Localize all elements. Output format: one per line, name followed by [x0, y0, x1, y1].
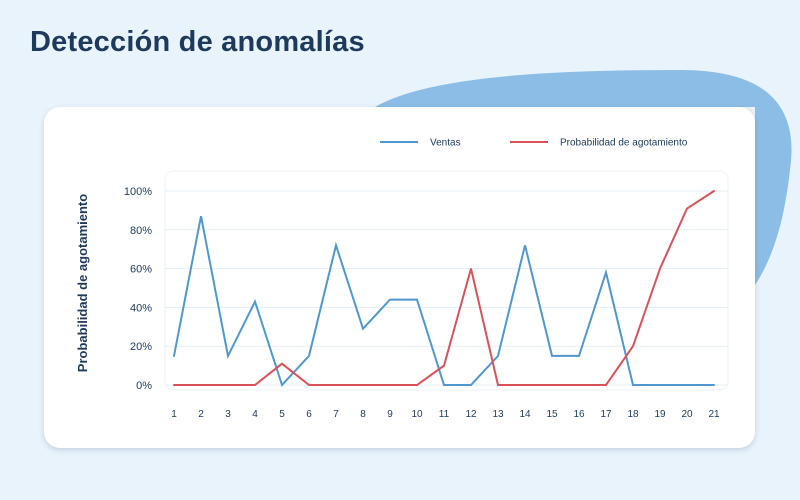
x-tick-label: 1	[171, 409, 177, 420]
x-tick-label: 20	[681, 409, 693, 420]
x-tick-label: 10	[411, 409, 423, 420]
x-tick-label: 6	[306, 409, 312, 420]
x-tick-label: 12	[465, 409, 477, 420]
legend: Ventas Probabilidad de agotamiento	[380, 138, 688, 149]
series-line-probabilidad	[173, 190, 715, 386]
x-tick-label: 21	[708, 409, 720, 420]
x-tick-label: 7	[333, 409, 339, 420]
x-tick-label: 15	[546, 409, 558, 420]
y-tick-label: 80%	[130, 225, 152, 237]
y-tick-label: 60%	[130, 264, 152, 276]
y-tick-labels: 100% 80% 60% 40% 20% 0%	[124, 186, 152, 392]
x-tick-label: 13	[492, 409, 504, 420]
x-tick-label: 2	[198, 409, 204, 420]
grid-lines	[165, 190, 728, 386]
x-tick-label: 17	[600, 409, 612, 420]
x-tick-label: 19	[654, 409, 666, 420]
y-tick-label: 20%	[130, 341, 152, 353]
x-tick-label: 8	[360, 409, 366, 420]
x-tick-label: 11	[439, 409, 450, 420]
line-chart: 100%80%60%40%20%0% 1 2 3 4 5 6 7 8 9 10 11 12 13 14 15…	[75, 138, 729, 420]
series-lines	[173, 190, 715, 387]
x-tick-label: 16	[573, 409, 585, 420]
x-tick-label: 5	[279, 409, 285, 420]
x-tick-label: 14	[519, 409, 531, 420]
y-axis-label: Probabilidad de agotamiento	[75, 194, 90, 372]
x-tick-labels: 1 2 3 4 5 6 7 8 9 10 11 12 13 14 15 16 17 18 19 20 21	[171, 409, 720, 420]
x-tick-label: 3	[225, 409, 231, 420]
x-tick-label: 9	[387, 409, 393, 420]
y-tick-label: 40%	[130, 302, 152, 314]
y-tick-label: 0%	[136, 380, 152, 392]
plot-area	[164, 170, 729, 391]
legend-label-ventas: Ventas	[430, 138, 461, 149]
blob-shape	[375, 70, 792, 285]
y-tick-label: 100%	[124, 186, 152, 198]
x-tick-label: 4	[252, 409, 258, 420]
page-title: Detección de anomalías	[30, 26, 365, 58]
x-tick-label: 18	[627, 409, 639, 420]
series-line-ventas	[173, 216, 715, 387]
legend-label-probabilidad: Probabilidad de agotamiento	[560, 138, 688, 149]
chart-card: 100% 80% 60% 40% 20% 0% 1 2 3 4 5 6 7 8 9 10 11 12 13 14 15…	[44, 107, 755, 448]
